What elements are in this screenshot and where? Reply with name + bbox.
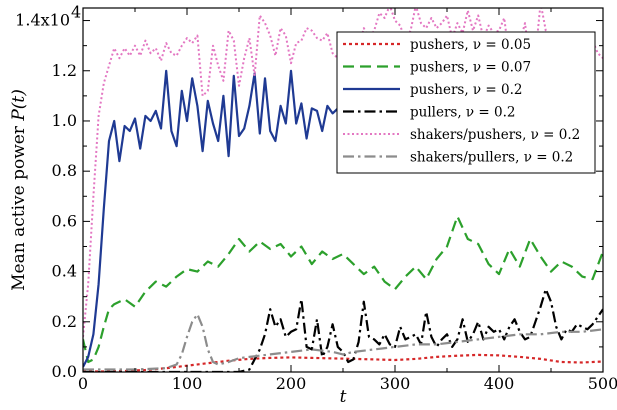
series-line-3: [83, 69, 345, 368]
series-line-4: [83, 288, 603, 372]
x-axis-label: t: [340, 387, 347, 407]
y-tick-label: 1.4x10: [15, 11, 70, 30]
x-tick-label: 100: [172, 374, 203, 393]
x-tick-label: 300: [380, 374, 411, 393]
ticks-layer: 0 100 200 300 400 500 0.0 0.2 0.4 0.6 0.8 1.0 1.2 1.4…: [15, 3, 617, 393]
y-tick-label: 0.4: [52, 262, 77, 281]
y-tick-label: 0.8: [52, 161, 77, 180]
y-axis-label: Mean active power P(t): [9, 89, 29, 291]
legend-label-1: pushers, ν = 0.05: [410, 37, 531, 53]
y-tick-label: 0.2: [52, 312, 77, 331]
x-tick-label: 500: [588, 374, 617, 393]
y-tick-label: 1.0: [52, 111, 77, 130]
y-axis-label-symbol: P(t): [9, 89, 29, 122]
y-tick-label: 1.2: [52, 61, 77, 80]
x-tick-label: 200: [276, 374, 307, 393]
legend-box: [336, 31, 596, 174]
x-tick-label: 0: [78, 374, 88, 393]
y-axis-label-text: Mean active power: [9, 121, 29, 291]
x-tick-label: 400: [484, 374, 515, 393]
y-tick-label: 0.0: [52, 362, 77, 381]
series-line-2: [83, 215, 603, 364]
legend-label-6: shakers/pullers, ν = 0.2: [410, 150, 573, 166]
legend-label-5: shakers/pushers, ν = 0.2: [410, 127, 580, 143]
legend-label-2: pushers, ν = 0.07: [410, 60, 531, 76]
legend-label-3: pushers, ν = 0.2: [410, 82, 522, 98]
legend: pushers, ν = 0.05 pushers, ν = 0.07 pusher…: [336, 31, 596, 174]
y-tick-label: 0.6: [52, 211, 77, 230]
legend-label-4: pullers, ν = 0.2: [410, 105, 516, 121]
series-line-6: [83, 313, 603, 371]
y-tick-exponent: 4: [71, 3, 81, 22]
